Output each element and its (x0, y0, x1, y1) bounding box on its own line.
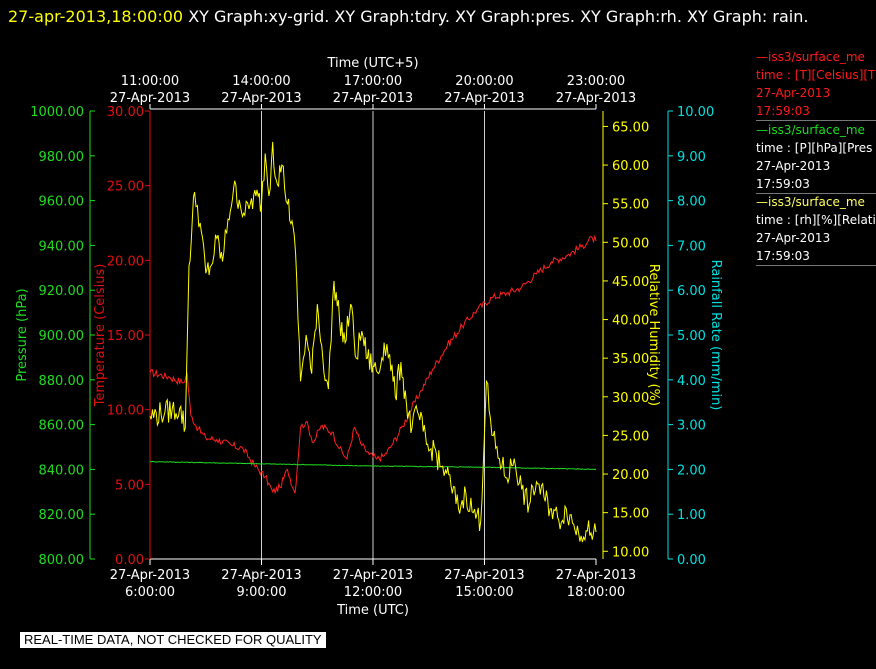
pres-tick-label: 900.00 (39, 329, 85, 344)
series-RH (149, 141, 597, 543)
pres-tick-label: 960.00 (39, 195, 85, 210)
pres-tick-label: 980.00 (39, 150, 85, 165)
rain-tick-label: 9.00 (677, 150, 706, 165)
legend-entry-pressure: —iss3/surface_me time : [P][hPa][Pres 27… (756, 121, 876, 194)
legend-date: 27-Apr-2013 (756, 231, 831, 245)
pres-tick-label: 880.00 (39, 374, 85, 389)
rain-tick-label: 5.00 (677, 329, 706, 344)
quality-disclaimer: REAL-TIME DATA, NOT CHECKED FOR QUALITY (20, 632, 326, 648)
x-top-tick-label: 27-Apr-2013 (221, 91, 301, 106)
x-tick-label: 27-Apr-2013 (444, 568, 524, 583)
rh-tick-label: 35.00 (612, 352, 649, 367)
x-tick-label: 15:00:00 (455, 585, 513, 600)
pres-axis-title: Pressure (hPa) (15, 288, 30, 381)
legend-var: time : [T][Celsius][T (756, 68, 876, 82)
timestamp: 27-apr-2013,18:00:00 (8, 7, 184, 26)
temp-tick-label: 25.00 (107, 180, 144, 195)
x-top-tick-label: 27-Apr-2013 (444, 91, 524, 106)
legend-name: —iss3/surface_me (756, 123, 865, 137)
rain-tick-label: 10.00 (677, 105, 714, 120)
axes (89, 104, 673, 565)
rh-tick-label: 40.00 (612, 314, 649, 329)
rh-tick-label: 50.00 (612, 236, 649, 251)
series-lines (149, 141, 597, 543)
x-top-tick-label: 27-Apr-2013 (556, 91, 636, 106)
pres-tick-label: 820.00 (39, 508, 85, 523)
legend-date: 27-Apr-2013 (756, 159, 831, 173)
temp-axis-title: Temperature (Celsius) (93, 264, 108, 408)
pres-tick-label: 840.00 (39, 463, 85, 478)
legend-entry-humidity: —iss3/surface_me time : [rh][%][Relati 2… (756, 193, 876, 266)
rain-tick-label: 7.00 (677, 239, 706, 254)
rain-tick-label: 3.00 (677, 419, 706, 434)
x-tick-label: 9:00:00 (236, 585, 286, 600)
rain-tick-label: 2.00 (677, 463, 706, 478)
x-axis-label: Time (UTC) (336, 603, 409, 618)
rh-tick-label: 15.00 (612, 507, 649, 522)
series-T (149, 234, 597, 495)
temp-tick-label: 15.00 (107, 329, 144, 344)
x-top-tick-label: 20:00:00 (455, 74, 513, 89)
rain-tick-label: 1.00 (677, 508, 706, 523)
rh-tick-label: 25.00 (612, 429, 649, 444)
pres-tick-label: 800.00 (39, 553, 85, 568)
grid-lines (261, 111, 485, 559)
x-top-tick-label: 23:00:00 (567, 74, 625, 89)
x-tick-label: 18:00:00 (567, 585, 625, 600)
x-top-tick-label: 11:00:00 (121, 74, 179, 89)
rh-tick-label: 55.00 (612, 198, 649, 213)
x-tick-label: 27-Apr-2013 (556, 568, 636, 583)
legend-time: 17:59:03 (756, 249, 810, 263)
x-tick-label: 27-Apr-2013 (110, 568, 190, 583)
legend-var: time : [rh][%][Relati (756, 213, 876, 227)
rain-tick-label: 4.00 (677, 374, 706, 389)
graph-list: XY Graph:xy-grid. XY Graph:tdry. XY Grap… (188, 7, 809, 26)
temp-tick-label: 5.00 (115, 478, 144, 493)
pres-tick-label: 860.00 (39, 419, 85, 434)
x-tick-label: 27-Apr-2013 (221, 568, 301, 583)
pres-tick-label: 1000.00 (30, 105, 84, 120)
rh-tick-label: 65.00 (612, 120, 649, 135)
x-top-tick-label: 17:00:00 (344, 74, 402, 89)
temp-tick-label: 20.00 (107, 254, 144, 269)
legend-date: 27-Apr-2013 (756, 86, 831, 100)
x-top-tick-label: 27-Apr-2013 (333, 91, 413, 106)
temp-tick-label: 0.00 (115, 553, 144, 568)
x-tick-label: 6:00:00 (125, 585, 175, 600)
pres-tick-label: 920.00 (39, 284, 85, 299)
graph-title: 27-apr-2013,18:00:00 XY Graph:xy-grid. X… (8, 2, 858, 31)
rh-tick-label: 30.00 (612, 391, 649, 406)
rain-tick-label: 0.00 (677, 553, 706, 568)
legend-time: 17:59:03 (756, 177, 810, 191)
series-P (149, 460, 597, 470)
rh-tick-label: 10.00 (612, 545, 649, 560)
axis-text: 27-Apr-2013 6:00:00 27-Apr-2013 9:00:00 27-A… (15, 56, 723, 618)
legend-name: —iss3/surface_me (756, 50, 865, 64)
pres-tick-label: 940.00 (39, 239, 85, 254)
rh-tick-label: 20.00 (612, 468, 649, 483)
rh-tick-label: 60.00 (612, 159, 649, 174)
x-top-tick-label: 27-Apr-2013 (110, 91, 190, 106)
rain-axis-title: Rainfall Rate (mm/min) (708, 260, 723, 411)
rain-tick-label: 6.00 (677, 284, 706, 299)
legend-time: 17:59:03 (756, 104, 810, 118)
legend-entry-temperature: —iss3/surface_me time : [T][Celsius][T 2… (756, 48, 876, 121)
x-top-axis-label: Time (UTC+5) (326, 56, 418, 71)
rh-tick-label: 45.00 (612, 275, 649, 290)
legend-var: time : [P][hPa][Pres (756, 141, 873, 155)
legend-name: —iss3/surface_me (756, 195, 865, 209)
x-tick-label: 12:00:00 (344, 585, 402, 600)
x-tick-label: 27-Apr-2013 (333, 568, 413, 583)
rain-tick-label: 8.00 (677, 195, 706, 210)
temp-tick-label: 30.00 (107, 105, 144, 120)
temp-tick-label: 10.00 (107, 404, 144, 419)
rh-axis-title: Relative Humidity (%) (646, 264, 661, 406)
x-top-tick-label: 14:00:00 (232, 74, 290, 89)
